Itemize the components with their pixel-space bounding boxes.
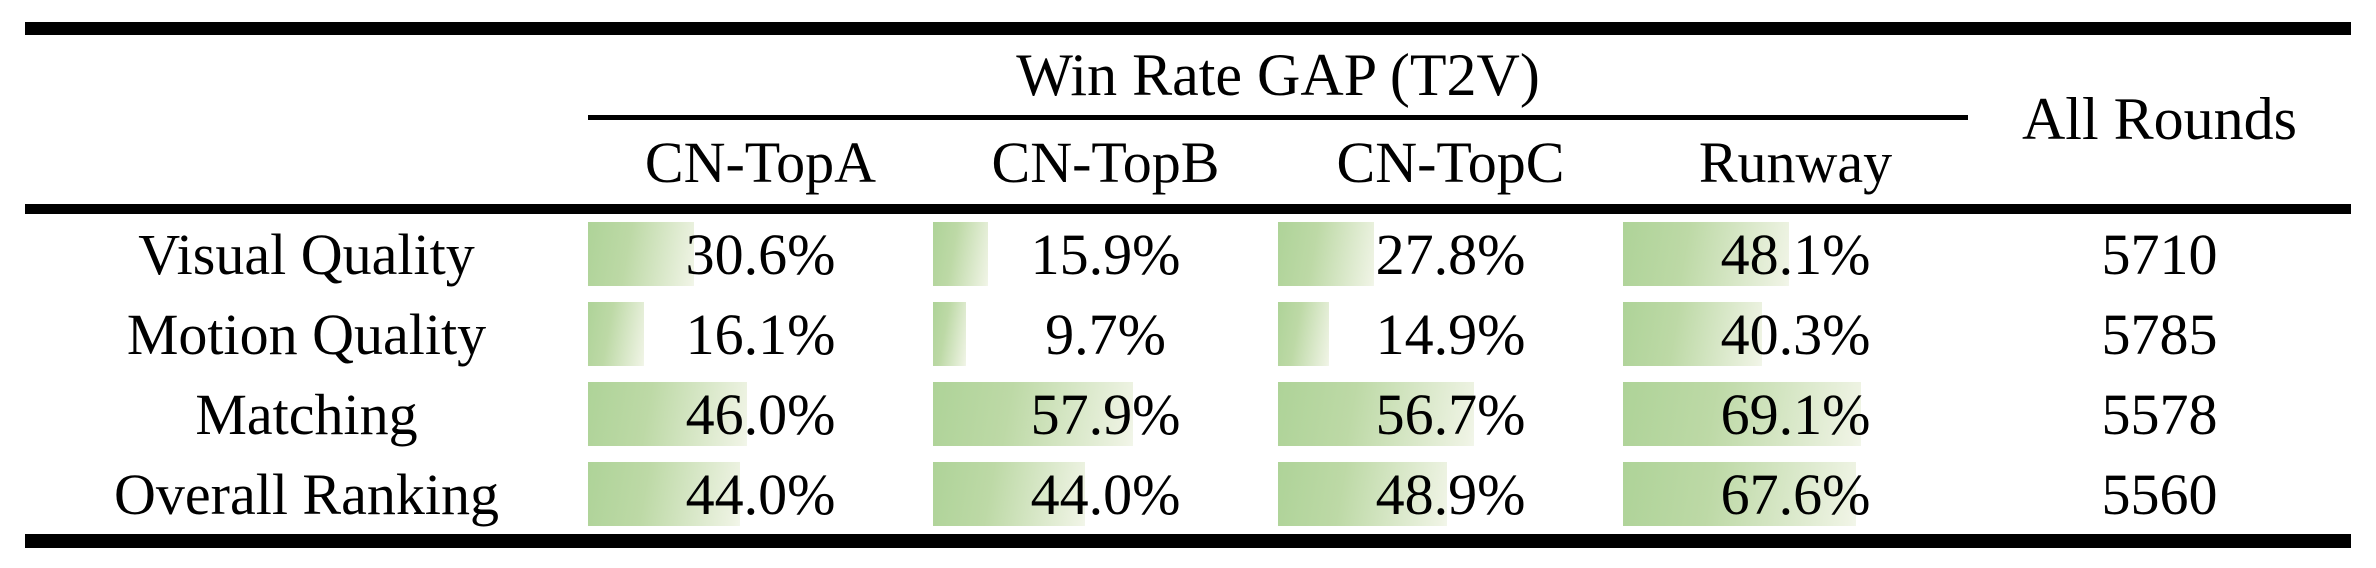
winrate-value: 67.6% bbox=[1720, 461, 1871, 527]
winrate-cell: 40.3% bbox=[1623, 294, 1968, 374]
row-label-motion-quality: Motion Quality bbox=[126, 301, 487, 367]
all-rounds-value: 5578 bbox=[2101, 381, 2218, 447]
winrate-bar bbox=[588, 462, 740, 526]
winrate-bar bbox=[933, 302, 967, 366]
col-header-cn-topb: CN-TopB bbox=[991, 129, 1220, 195]
winrate-cell: 9.7% bbox=[933, 294, 1278, 374]
winrate-bar bbox=[1278, 222, 1374, 286]
winrate-cell: 57.9% bbox=[933, 374, 1278, 454]
winrate-value: 56.7% bbox=[1375, 381, 1526, 447]
span-header-win-rate-gap: Win Rate GAP (T2V) bbox=[1016, 41, 1540, 108]
row-label-matching: Matching bbox=[195, 381, 418, 447]
header-bottom-rule bbox=[25, 204, 2351, 214]
winrate-bar bbox=[1278, 462, 1447, 526]
winrate-cell: 56.7% bbox=[1278, 374, 1623, 454]
winrate-cell: 67.6% bbox=[1623, 454, 1968, 534]
winrate-bar bbox=[1623, 382, 1862, 446]
winrate-value: 27.8% bbox=[1375, 221, 1526, 287]
winrate-cell: 15.9% bbox=[933, 214, 1278, 294]
col-header-cn-topc: CN-TopC bbox=[1336, 129, 1565, 195]
winrate-cell: 44.0% bbox=[933, 454, 1278, 534]
winrate-value: 9.7% bbox=[1045, 301, 1166, 367]
winrate-cell: 48.9% bbox=[1278, 454, 1623, 534]
winrate-value: 48.1% bbox=[1720, 221, 1871, 287]
winrate-cell: 16.1% bbox=[588, 294, 933, 374]
winrate-value: 48.9% bbox=[1375, 461, 1526, 527]
winrate-bar bbox=[1278, 302, 1330, 366]
winrate-bar bbox=[1278, 382, 1474, 446]
winrate-value: 15.9% bbox=[1030, 221, 1181, 287]
table-top-rule bbox=[25, 22, 2351, 35]
winrate-cell: 27.8% bbox=[1278, 214, 1623, 294]
winrate-value: 46.0% bbox=[685, 381, 836, 447]
winrate-value: 16.1% bbox=[685, 301, 836, 367]
winrate-bar bbox=[588, 382, 747, 446]
winrate-bar bbox=[1623, 222, 1789, 286]
winrate-value: 69.1% bbox=[1720, 381, 1871, 447]
winrate-bar bbox=[933, 382, 1133, 446]
winrate-value: 40.3% bbox=[1720, 301, 1871, 367]
winrate-value: 44.0% bbox=[1030, 461, 1181, 527]
row-label-visual-quality: Visual Quality bbox=[138, 221, 475, 287]
winrate-bar bbox=[588, 222, 694, 286]
all-rounds-value: 5785 bbox=[2101, 301, 2218, 367]
all-rounds-value: 5560 bbox=[2101, 461, 2218, 527]
col-header-cn-topa: CN-TopA bbox=[644, 129, 877, 195]
span-header-underline-rule bbox=[588, 115, 1968, 120]
winrate-bar bbox=[1623, 302, 1763, 366]
winrate-bar bbox=[933, 222, 988, 286]
winrate-cell: 30.6% bbox=[588, 214, 933, 294]
winrate-value: 14.9% bbox=[1375, 301, 1526, 367]
winrate-value: 44.0% bbox=[685, 461, 836, 527]
winrate-bar bbox=[933, 462, 1085, 526]
winrate-cell: 44.0% bbox=[588, 454, 933, 534]
winrate-cell: 14.9% bbox=[1278, 294, 1623, 374]
col-header-runway: Runway bbox=[1698, 129, 1893, 195]
winrate-value: 57.9% bbox=[1030, 381, 1181, 447]
winrate-value: 30.6% bbox=[685, 221, 836, 287]
col-header-all-rounds: All Rounds bbox=[2021, 86, 2298, 152]
winrate-cell: 46.0% bbox=[588, 374, 933, 454]
winrate-cell: 48.1% bbox=[1623, 214, 1968, 294]
all-rounds-value: 5710 bbox=[2101, 221, 2218, 287]
winrate-bar bbox=[588, 302, 644, 366]
row-label-overall-ranking: Overall Ranking bbox=[114, 461, 499, 527]
table-bottom-rule bbox=[25, 534, 2351, 548]
winrate-cell: 69.1% bbox=[1623, 374, 1968, 454]
winrate-bar bbox=[1623, 462, 1857, 526]
